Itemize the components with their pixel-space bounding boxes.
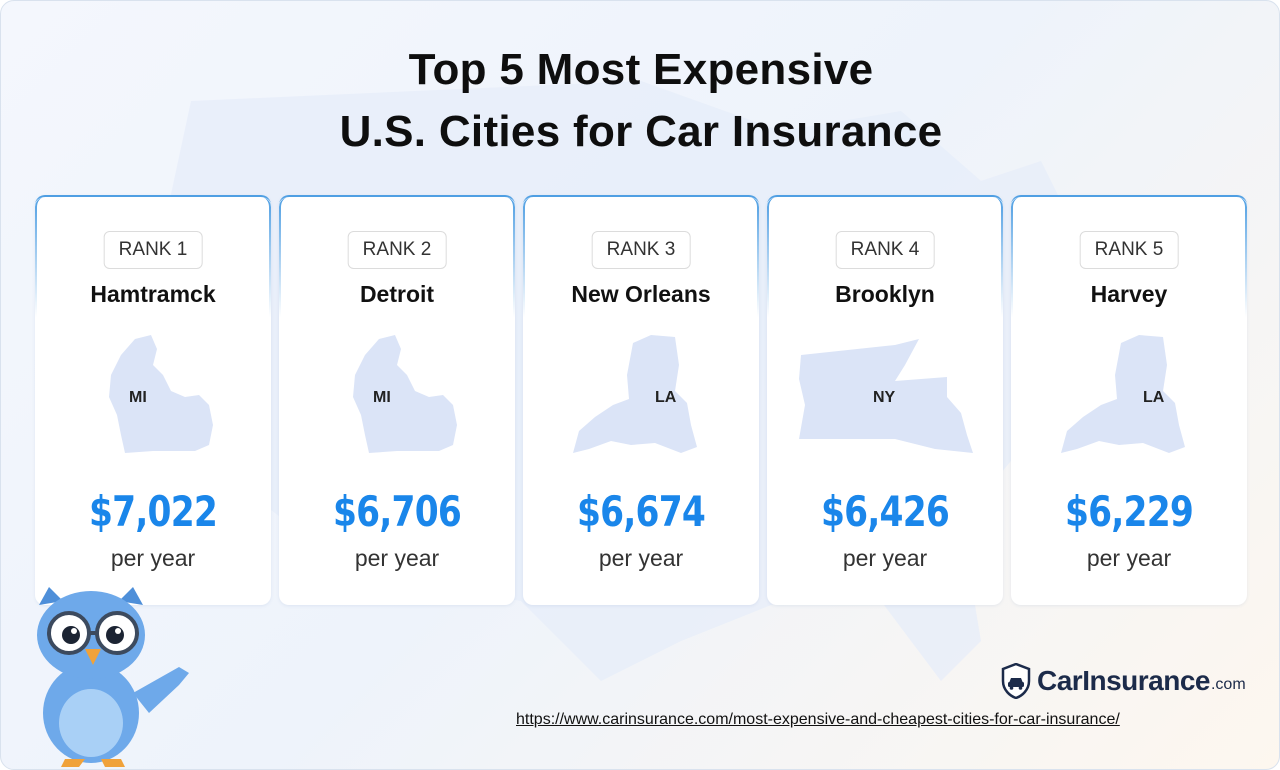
price-period: per year — [110, 545, 196, 571]
state-code: LA — [655, 389, 677, 406]
city-card-rank-3: RANK 3 New Orleans LA $6,674 per year — [523, 195, 759, 605]
louisiana-state-icon — [573, 335, 697, 453]
rank-badge: RANK 1 — [103, 231, 203, 269]
city-card-rank-1: RANK 1 Hamtramck MI $7,022 per year — [35, 195, 271, 605]
title-line-2: U.S. Cities for Car Insurance — [339, 107, 943, 156]
title-line-1: Top 5 Most Expensive — [408, 45, 874, 94]
brand-logo: CarInsurance .com — [1001, 663, 1246, 699]
new-york-state-icon — [799, 339, 973, 453]
annual-price: $6,426 — [821, 487, 950, 536]
city-card-rank-4: RANK 4 Brooklyn NY $6,426 per year — [767, 195, 1003, 605]
state-code: NY — [873, 389, 896, 406]
rank-badge: RANK 4 — [835, 231, 935, 269]
state-code: MI — [373, 389, 391, 406]
annual-price: $6,674 — [577, 487, 706, 536]
city-name: Harvey — [1090, 281, 1168, 307]
rank-badge: RANK 2 — [347, 231, 447, 269]
brand-tld: .com — [1210, 676, 1246, 693]
city-card-rank-2: RANK 2 Detroit MI $6,706 per year — [279, 195, 515, 605]
source-link[interactable]: https://www.carinsurance.com/most-expens… — [516, 711, 1120, 728]
price-period: per year — [842, 545, 928, 571]
price-period: per year — [1086, 545, 1172, 571]
shield-car-icon — [1001, 663, 1031, 699]
annual-price: $6,229 — [1065, 487, 1194, 536]
city-name: New Orleans — [571, 281, 711, 307]
price-period: per year — [354, 545, 440, 571]
michigan-state-icon — [353, 335, 457, 453]
city-name: Hamtramck — [90, 281, 216, 307]
annual-price: $6,706 — [333, 487, 462, 536]
city-card-rank-5: RANK 5 Harvey LA $6,229 per year — [1011, 195, 1247, 605]
brand-name: CarInsurance — [1037, 665, 1210, 696]
page-title: Top 5 Most Expensive U.S. Cities for Car… — [1, 39, 1279, 163]
city-name: Brooklyn — [835, 281, 935, 307]
rank-badge: RANK 5 — [1079, 231, 1179, 269]
rank-badge: RANK 3 — [591, 231, 691, 269]
owl-mascot-icon — [37, 587, 189, 767]
city-name: Detroit — [359, 281, 435, 307]
state-code: LA — [1143, 389, 1165, 406]
michigan-state-icon — [109, 335, 213, 453]
price-period: per year — [598, 545, 684, 571]
annual-price: $7,022 — [89, 487, 218, 536]
louisiana-state-icon — [1061, 335, 1185, 453]
state-code: MI — [129, 389, 147, 406]
